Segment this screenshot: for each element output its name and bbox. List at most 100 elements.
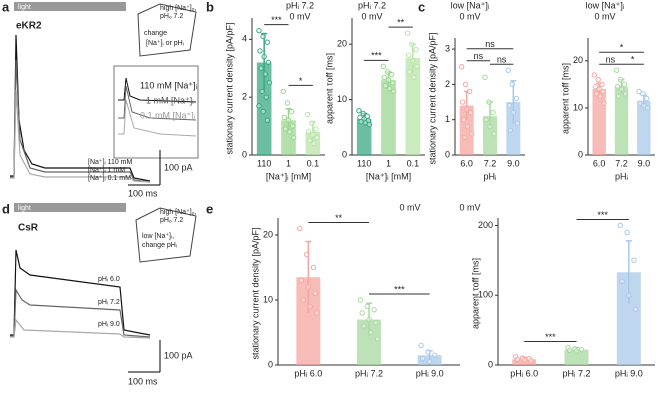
bar [305,131,321,155]
data-point [614,67,620,73]
trace [10,249,151,336]
data-point [384,69,391,75]
data-point [414,63,420,70]
data-point [464,124,471,130]
data-point [265,59,272,66]
data-point [304,111,311,118]
data-point [573,348,580,354]
cartoon-label: pHₒ 7.2 [160,13,183,20]
bar [281,120,296,155]
chart-note: 0 mV [459,202,480,212]
data-point [599,81,605,88]
data-point [600,88,606,95]
data-point [288,108,295,115]
data-point [264,39,270,45]
bar [506,102,521,155]
significance-label: ns [474,51,484,61]
data-point [410,58,416,64]
x-axis-label: pHᵢ [484,171,497,181]
y-tick-label: 0 [445,149,450,159]
x-axis-label: pHᵢ [615,171,628,181]
data-point [373,320,379,326]
data-point [595,76,601,83]
significance-label: ns [497,55,507,65]
data-point [309,120,315,126]
x-tick-label: pHᵢ 7.2 [563,368,591,378]
trace [10,318,151,339]
data-point [371,307,377,313]
trace-title: CsR [18,223,39,234]
x-tick-label: pHᵢ 6.0 [294,368,322,378]
panel-letter: a [2,0,10,14]
inset-label: 110 mM [Na⁺]ᵢ [140,80,197,90]
data-point [622,91,629,97]
cartoon-label: pHₒ 7.2 [160,217,183,224]
cartoon-label: change [144,30,167,37]
data-point [510,109,517,116]
data-point [463,106,470,112]
data-point [618,86,625,92]
light-bar [14,2,126,11]
data-point [467,109,474,116]
data-point [391,88,397,94]
inset-label: 1 mM [Na⁺]ᵢ [146,95,194,105]
data-point [468,131,475,137]
data-point [380,63,386,70]
data-point [310,132,316,138]
light-label: light [18,205,31,212]
data-point [521,357,527,363]
data-point [426,359,433,365]
significance-label: *** [271,15,282,25]
y-tick-label: 0 [342,149,347,159]
y-axis-label: stationary current density [pA/pF] [250,227,260,359]
trace-label: [Na⁺]ᵢ 1 mM [88,167,125,174]
data-point [264,117,270,124]
data-point [405,52,412,58]
y-axis-label: stationary current density [pA/pF] [224,22,234,154]
x-tick-label: 0.1 [307,158,320,168]
data-point [487,124,493,130]
panel-letter: c [418,0,425,14]
data-point [507,127,514,133]
data-point [256,27,262,34]
scale-label: 100 ms [128,376,158,386]
data-point [425,349,431,355]
y-tick-label: 2 [242,92,247,102]
data-point [513,95,520,102]
data-point [432,352,438,358]
significance-label: ** [335,213,343,223]
x-axis-label: [Na⁺]ᵢ [mM] [266,171,311,181]
x-tick-label: pHᵢ 7.2 [355,368,383,378]
significance-label: *** [597,210,608,220]
panel-letter: b [206,0,214,14]
light-label: light [18,4,31,11]
cartoon-label: high [Na⁺]ₒ, [160,5,196,12]
data-point [300,297,306,303]
data-point [366,121,373,128]
cartoon-label: [Na⁺]ᵢ or pHᵢ [146,40,184,47]
significance-label: *** [545,332,556,342]
x-tick-label: pHᵢ 9.0 [615,368,643,378]
data-point [566,347,573,354]
data-point [407,69,413,75]
scale-label: 100 pA [164,162,193,172]
bar [381,80,396,155]
data-point [260,108,266,115]
x-tick-label: 9.0 [507,158,520,168]
data-point [644,105,651,111]
data-point [641,102,647,109]
data-point [615,93,622,99]
data-point [624,229,630,236]
x-tick-label: pHᵢ 6.0 [510,368,538,378]
chart-note: 0 mV [594,11,615,21]
data-point [266,80,273,86]
data-point [601,100,607,106]
data-point [307,137,313,144]
data-point [382,83,389,89]
data-point [386,85,393,92]
y-axis-label: apparent τoff [ms] [560,63,570,134]
cartoon-label: high [Na⁺]ₒ, [160,209,196,216]
x-tick-label: 6.0 [460,158,473,168]
data-point [260,33,266,40]
data-point [413,47,419,53]
